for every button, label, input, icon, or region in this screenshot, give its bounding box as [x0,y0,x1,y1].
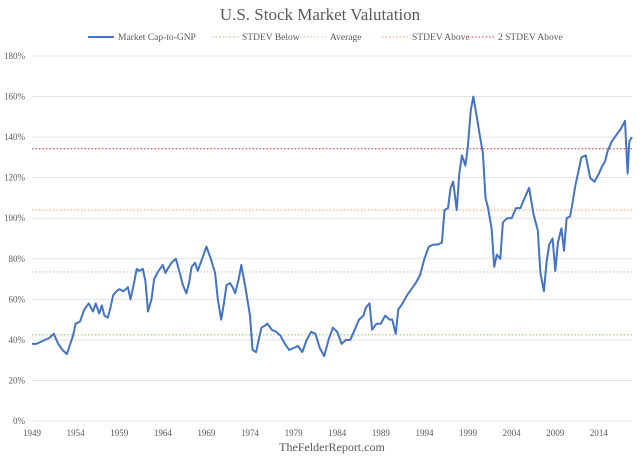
x-tick-label: 1994 [415,428,434,438]
reference-lines [32,148,632,336]
x-tick-label: 1989 [372,428,391,438]
y-tick-label: 40% [9,335,26,345]
y-tick-label: 20% [9,375,26,385]
x-tick-label: 1959 [110,428,129,438]
x-tick-label: 2004 [503,428,522,438]
y-tick-label: 140% [4,132,26,142]
x-tick-label: 2009 [546,428,565,438]
legend-item: Market Cap-to-GNP [88,33,196,43]
x-tick-label: 1969 [197,428,216,438]
y-tick-label: 0% [13,416,26,426]
series [32,95,633,358]
y-tick-label: 120% [4,173,26,183]
legend-label: 2 STDEV Above [498,33,563,43]
x-tick-label: 1954 [67,428,86,438]
legend-item: 2 STDEV Above [468,33,563,43]
x-tick-label: 1974 [241,428,260,438]
x-tick-label: 2014 [590,428,609,438]
x-tick-label: 1979 [285,428,304,438]
x-tick-label: 1984 [328,428,347,438]
legend-item: STDEV Below [212,33,300,43]
legend-item: Average [300,33,361,43]
legend-label: STDEV Below [242,33,300,43]
y-tick-label: 100% [4,213,26,223]
x-tick-label: 1949 [23,428,42,438]
y-tick-label: 160% [4,92,26,102]
x-axis: 1949 1954 1959 1964 1969 1974 1979 1984 1989 1994… [23,428,608,438]
series-line [32,95,633,358]
y-tick-label: 60% [9,294,26,304]
source-credit: TheFelderReport.com [279,440,385,454]
x-tick-label: 1964 [154,428,173,438]
legend-label: Market Cap-to-GNP [118,33,196,43]
legend: Market Cap-to-GNP STDEV Below Average STDEV… [88,33,563,43]
legend-label: Average [330,33,361,43]
legend-label: STDEV Above [412,33,470,43]
chart-title: U.S. Stock Market Valutation [220,5,421,24]
legend-item: STDEV Above [382,33,470,43]
y-axis: 0% 20% 40% 60% 80% 100% 120% 140% 160% 180% [4,51,26,426]
x-tick-label: 1999 [459,428,478,438]
y-tick-label: 180% [4,51,26,61]
gridlines [32,55,632,422]
y-tick-label: 80% [9,254,26,264]
